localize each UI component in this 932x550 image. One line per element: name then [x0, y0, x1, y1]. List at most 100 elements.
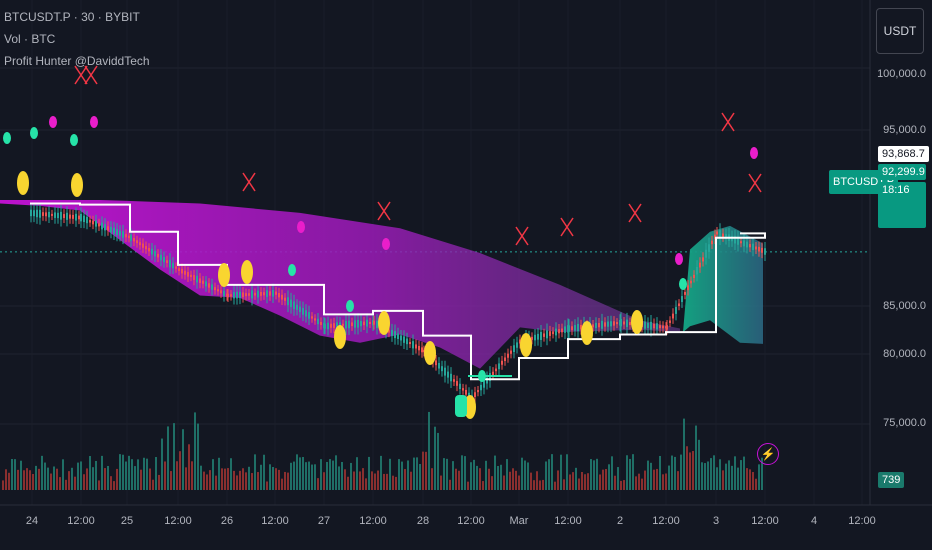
volume-bar [287, 472, 289, 490]
volume-bar [179, 451, 181, 490]
candle-body [504, 357, 506, 362]
candle-body [336, 322, 338, 329]
lightning-icon[interactable]: ⚡ [757, 443, 779, 465]
candle-body [592, 324, 594, 328]
currency-button[interactable]: USDT [876, 8, 924, 54]
volume-legend[interactable]: Vol · BTC [4, 32, 56, 46]
candle-body [95, 220, 97, 227]
time-tick-label: 12:00 [848, 515, 876, 527]
volume-bar [446, 458, 448, 490]
volume-bar [737, 467, 739, 490]
candle-body [758, 246, 760, 252]
candle-body [42, 212, 44, 216]
volume-bar [491, 476, 493, 490]
candle-body [175, 266, 177, 269]
candle-body [516, 342, 518, 348]
volume-bar [710, 458, 712, 490]
candle-body [656, 323, 658, 330]
short-marker [750, 147, 758, 159]
time-tick-label: 12:00 [751, 515, 779, 527]
candle-body [672, 313, 674, 319]
candle-body [690, 280, 692, 284]
short-marker [90, 116, 98, 128]
exit-cross-icon [628, 203, 642, 223]
candle-body [92, 220, 94, 225]
candle-body [57, 212, 59, 219]
candle-body [86, 216, 88, 224]
candle-body [740, 241, 742, 244]
candle-body [223, 290, 225, 297]
candle-body [610, 321, 612, 327]
candle-body [412, 341, 414, 349]
candle-body [474, 392, 476, 398]
volume-bar [329, 459, 331, 490]
candle-body [510, 350, 512, 354]
candle-body [746, 241, 748, 248]
volume-bar [74, 476, 76, 490]
volume-bar [581, 472, 583, 490]
volume-bar [260, 464, 262, 490]
volume-bar [98, 480, 100, 490]
volume-bar [194, 412, 196, 490]
candle-body [98, 223, 100, 227]
candle-body [574, 325, 576, 331]
volume-bar [149, 468, 151, 490]
volume-bar [92, 467, 94, 490]
volume-bar [527, 462, 529, 490]
candle-body [684, 291, 686, 295]
candle-body [345, 320, 347, 329]
volume-bar [449, 479, 451, 490]
volume-bar [608, 464, 610, 490]
candle-body [435, 360, 437, 366]
candle-body [666, 325, 668, 330]
volume-bar [359, 471, 361, 490]
volume-bar [116, 468, 118, 490]
indicator-legend[interactable]: Profit Hunter @DaviddTech [4, 54, 150, 68]
candle-body [540, 331, 542, 340]
volume-bar [347, 476, 349, 490]
candle-body [486, 377, 488, 384]
volume-bar [734, 456, 736, 490]
volume-bar [500, 464, 502, 490]
price-tick-80000: 80,000.0 [883, 348, 926, 360]
candle-body [552, 331, 554, 335]
candle-body [561, 328, 563, 333]
volume-bar [677, 471, 679, 490]
exit-cross-icon [560, 217, 574, 237]
volume-bar [68, 471, 70, 490]
volume-bar [644, 470, 646, 490]
volume-bar [545, 461, 547, 490]
candle-body [620, 318, 622, 327]
volume-bar [305, 462, 307, 490]
volume-bar [254, 454, 256, 490]
volume-bar [692, 451, 694, 490]
candle-body [311, 316, 313, 319]
volume-bar [275, 468, 277, 490]
volume-bar [551, 454, 553, 490]
candle-body [110, 226, 112, 233]
volume-bar [131, 459, 133, 490]
volume-bar [602, 469, 604, 490]
symbol-legend[interactable]: BTCUSDT.P · 30 · BYBIT [4, 10, 140, 24]
candle-body [75, 213, 77, 221]
volume-bar [374, 473, 376, 490]
volume-bar [233, 470, 235, 490]
time-tick-label: 12:00 [359, 515, 387, 527]
time-tick-label: 3 [712, 515, 720, 527]
volume-bar [29, 470, 31, 490]
volume-bar [128, 455, 130, 490]
volume-bar [623, 480, 625, 490]
candle-body [441, 366, 443, 372]
candle-body [125, 234, 127, 238]
candle-body [101, 222, 103, 230]
candle-body [272, 289, 274, 297]
volume-bar [14, 459, 16, 490]
candle-body [373, 320, 375, 325]
candle-body [128, 235, 130, 239]
candle-body [278, 293, 280, 298]
last-price-badge: 92,299.9 [878, 164, 926, 180]
candle-body [546, 330, 548, 339]
candle-body [755, 246, 757, 250]
